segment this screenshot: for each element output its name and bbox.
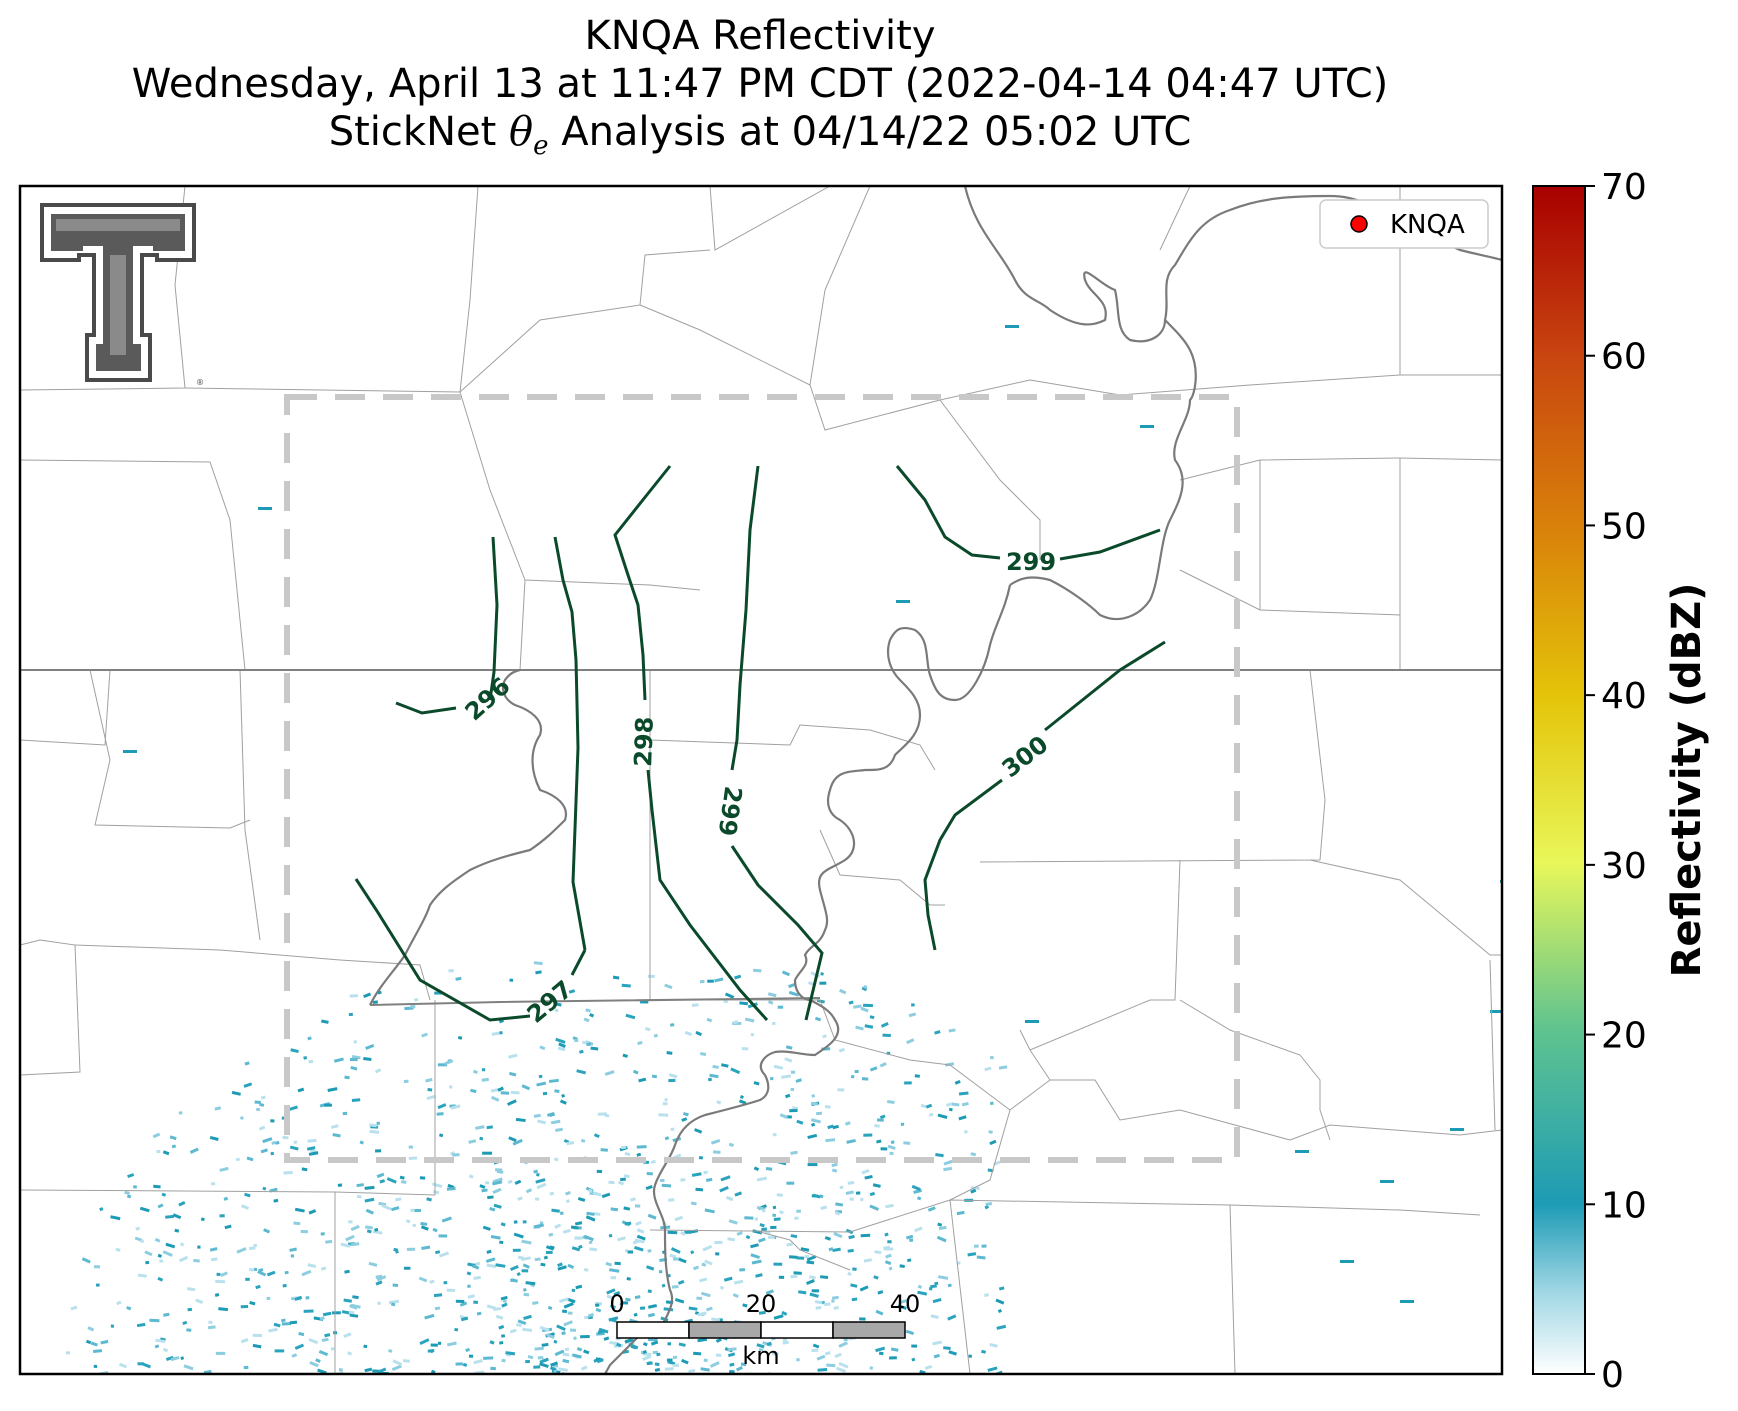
legend: KNQA — [1319, 199, 1489, 249]
contour-297-tail — [570, 949, 587, 976]
contour-296-lower — [395, 701, 457, 715]
contour-298-lower — [646, 769, 769, 1022]
county-line — [759, 1231, 851, 1271]
colorbar-tick-label: 30 — [1601, 846, 1647, 887]
title-line-1: KNQA Reflectivity — [584, 13, 936, 59]
colorbar-ticks: 0 10 20 30 40 50 60 70 — [1585, 167, 1647, 1396]
county-line — [1179, 569, 1401, 670]
knqa-marker-icon — [1350, 215, 1368, 233]
contour-300-upper — [1044, 640, 1166, 732]
scale-bar-unit: km — [742, 1342, 779, 1370]
county-line — [1019, 859, 1181, 1051]
contour-label-298: 298 — [629, 716, 659, 767]
theta-e-contours — [354, 465, 1166, 1022]
county-line — [20, 459, 246, 671]
colorbar-tick-label: 40 — [1601, 676, 1647, 717]
figure-title: KNQA Reflectivity Wednesday, April 13 at… — [20, 12, 1500, 170]
svg-text:®: ® — [196, 378, 204, 387]
county-line — [1289, 1124, 1502, 1141]
county-line — [649, 724, 936, 771]
contour-299-right-right — [1059, 528, 1161, 561]
scale-bar-tick-0: 0 — [609, 1290, 624, 1318]
county-line — [939, 399, 1041, 560]
theta-symbol: θ — [509, 109, 534, 155]
contour-label-299-left: 299 — [713, 784, 748, 838]
county-line — [1029, 1049, 1291, 1141]
river-segment-south — [604, 584, 1012, 1374]
county-line — [20, 669, 111, 746]
scale-bar-tick-40: 40 — [890, 1290, 921, 1318]
colorbar-frame — [1532, 185, 1586, 1375]
colorbar-tick-label: 50 — [1601, 506, 1647, 547]
county-borders — [20, 186, 1502, 1374]
county-line — [1489, 959, 1496, 1131]
county-line — [1159, 186, 1191, 251]
map-frame — [18, 184, 1504, 1376]
county-line — [1179, 457, 1502, 481]
colorbar-tick-label: 20 — [1601, 1016, 1647, 1057]
county-line — [89, 669, 251, 829]
legend-label-knqa: KNQA — [1390, 210, 1465, 240]
texas-tech-double-t-logo: ® — [40, 203, 204, 387]
reflectivity-echoes — [66, 325, 1502, 1374]
contour-298-upper — [613, 465, 672, 701]
scale-bar-segment — [760, 1321, 834, 1339]
title-line-2: Wednesday, April 13 at 11:47 PM CDT (202… — [131, 61, 1389, 107]
colorbar-tick-label: 70 — [1601, 167, 1647, 208]
colorbar-tick-label: 0 — [1601, 1355, 1624, 1396]
analysis-domain-box — [284, 394, 1240, 1163]
map-background — [20, 186, 1502, 1374]
county-line — [74, 944, 431, 1001]
colorbar: 0 10 20 30 40 50 60 70 Reflectivity (dBZ) — [1532, 167, 1710, 1396]
scale-bar-segment — [832, 1321, 906, 1339]
county-line — [184, 186, 479, 393]
colorbar-tick-label: 60 — [1601, 337, 1647, 378]
county-line — [478, 186, 831, 251]
contour-299-left-lower — [730, 845, 824, 1021]
contour-299-left-upper — [730, 465, 760, 771]
state-borders — [20, 669, 1502, 1006]
title-line-3: StickNet θe Analysis at 04/14/22 05:02 U… — [20, 108, 1500, 170]
theta-subscript: e — [533, 131, 549, 161]
county-line — [949, 1079, 1051, 1201]
county-line — [809, 186, 871, 386]
colorbar-tick-label: 10 — [1601, 1185, 1647, 1226]
state-border-line — [369, 997, 821, 1006]
county-line — [239, 669, 261, 941]
map-panel: 296 297 298 299 299 300 ® KNQA — [18, 184, 1504, 1376]
contour-297-lower — [354, 878, 531, 1022]
county-line — [949, 1199, 971, 1374]
county-line — [519, 579, 526, 671]
colorbar-title: Reflectivity (dBZ) — [1664, 583, 1710, 978]
county-line — [819, 999, 1011, 1111]
river-segment-west — [369, 668, 568, 1006]
title-line-3-prefix: StickNet — [328, 109, 509, 155]
county-line — [1229, 1204, 1236, 1374]
contour-296-upper — [488, 536, 499, 701]
contour-297-upper — [553, 536, 587, 951]
county-line — [939, 379, 1121, 401]
contour-300-lower — [923, 778, 1003, 951]
river-segment-east — [1009, 319, 1197, 621]
colorbar-gradient-bar — [1533, 186, 1585, 1374]
scale-bar-tick-20: 20 — [746, 1290, 777, 1318]
scale-bar: 0 20 40 km — [609, 1290, 920, 1370]
county-line — [819, 829, 945, 906]
county-line — [979, 669, 1326, 863]
legend-frame — [1319, 199, 1489, 249]
county-line — [1179, 999, 1321, 1110]
contour-299-right-left — [895, 465, 1001, 560]
county-line — [1119, 374, 1502, 396]
county-line — [649, 1199, 1481, 1233]
county-line — [1319, 1109, 1331, 1141]
contour-label-299-right: 299 — [1006, 548, 1056, 576]
scale-bar-segment — [688, 1321, 762, 1339]
scale-bar-segment — [616, 1321, 690, 1339]
county-line — [1309, 859, 1502, 956]
title-line-3-suffix: Analysis at 04/14/22 05:02 UTC — [548, 109, 1192, 155]
